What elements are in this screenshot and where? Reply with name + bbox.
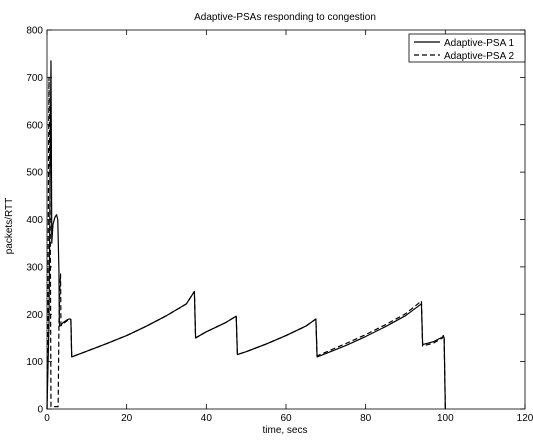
x-tick-label: 120	[517, 413, 533, 424]
x-tick-label: 20	[121, 413, 133, 424]
y-tick-label: 500	[26, 168, 43, 179]
legend-label-series-1: Adaptive-PSA 1	[444, 38, 514, 49]
legend-box	[408, 33, 526, 63]
y-tick-label: 400	[26, 215, 43, 226]
series-layer	[46, 60, 446, 410]
legend-label-series-2: Adaptive-PSA 2	[444, 51, 514, 62]
plot-area	[46, 29, 526, 410]
x-tick-label: 100	[437, 413, 454, 424]
y-tick-label: 200	[26, 310, 43, 321]
x-tick-label: 40	[201, 413, 213, 424]
y-axis-label: packets/RTT	[4, 198, 15, 255]
y-tick-label: 800	[26, 26, 43, 37]
y-axis: 0 100 200 300 400 500 600 700 800	[26, 26, 525, 416]
series-line-2	[46, 76, 446, 410]
x-tick-label: 60	[280, 413, 292, 424]
y-tick-label: 700	[26, 73, 43, 84]
x-tick-label: 0	[44, 413, 50, 424]
plot-frame	[46, 29, 526, 410]
y-tick-label: 0	[37, 405, 43, 416]
series-line-1	[46, 60, 446, 410]
x-tick-label: 80	[360, 413, 372, 424]
y-tick-label: 300	[26, 262, 43, 273]
chart-title: Adaptive-PSAs responding to congestion	[194, 12, 376, 23]
x-axis-label: time, secs	[262, 425, 307, 435]
y-tick-label: 600	[26, 120, 43, 131]
legend: Adaptive-PSA 1 Adaptive-PSA 2	[408, 33, 526, 63]
y-tick-label: 100	[26, 357, 43, 368]
x-axis: 0 20 40 60 80 100 120	[44, 30, 533, 424]
